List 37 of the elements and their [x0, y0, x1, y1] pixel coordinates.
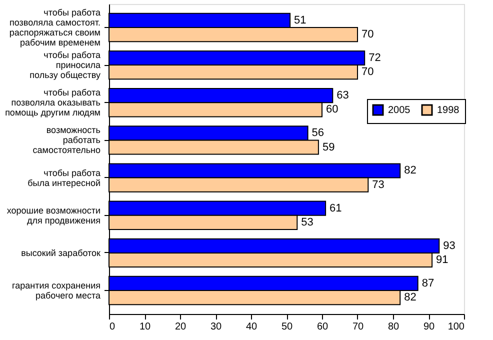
data-label: 61: [330, 202, 342, 214]
y-tick-label: чтобы работа позволяла самостоят. распоряжаться своим рабочим временем: [9, 7, 100, 48]
data-label: 82: [404, 164, 416, 177]
y-tick-label: чтобы работа приносила пользу обществу: [30, 50, 101, 80]
data-label: 63: [336, 90, 349, 102]
data-label: 82: [404, 292, 416, 304]
x-tick-label: 0: [110, 322, 116, 332]
x-tick-label: 80: [388, 322, 400, 332]
data-label: 51: [294, 14, 306, 26]
data-label: 59: [322, 141, 335, 154]
data-label: 93: [443, 240, 456, 252]
data-label: 87: [422, 277, 434, 290]
x-tick-label: 20: [174, 322, 186, 332]
data-label: 70: [362, 66, 374, 78]
x-tick-label: 30: [210, 322, 222, 332]
x-tick-label: 60: [316, 322, 328, 332]
x-tick-label: 50: [281, 322, 293, 332]
legend-label: 2005: [388, 105, 411, 116]
data-label: 91: [436, 254, 448, 266]
data-label: 72: [368, 52, 381, 64]
data-label: 60: [326, 104, 338, 116]
y-tick-label: хорошие возможности для продвижения: [6, 205, 101, 226]
data-label: 53: [301, 216, 314, 228]
x-tick-label: 70: [352, 322, 364, 332]
x-tick-label: 100: [448, 322, 465, 332]
data-label: 56: [312, 127, 324, 140]
y-tick-label: гарантия сохранения рабочего места: [12, 280, 101, 301]
x-tick-label: 90: [423, 322, 435, 332]
y-tick-label: возможность работать самостоятельно: [32, 125, 101, 156]
y-tick-label: чтобы работа была интересной: [28, 168, 100, 188]
y-tick-label: высокий заработок: [21, 248, 101, 258]
y-tick-label: чтобы работа позволяла оказывать помощь другим людям: [5, 88, 101, 118]
legend-label: 1998: [437, 105, 460, 116]
x-tick-label: 10: [139, 322, 151, 332]
data-label: 70: [362, 28, 374, 41]
data-label: 73: [372, 178, 384, 191]
x-tick-label: 40: [246, 322, 258, 332]
